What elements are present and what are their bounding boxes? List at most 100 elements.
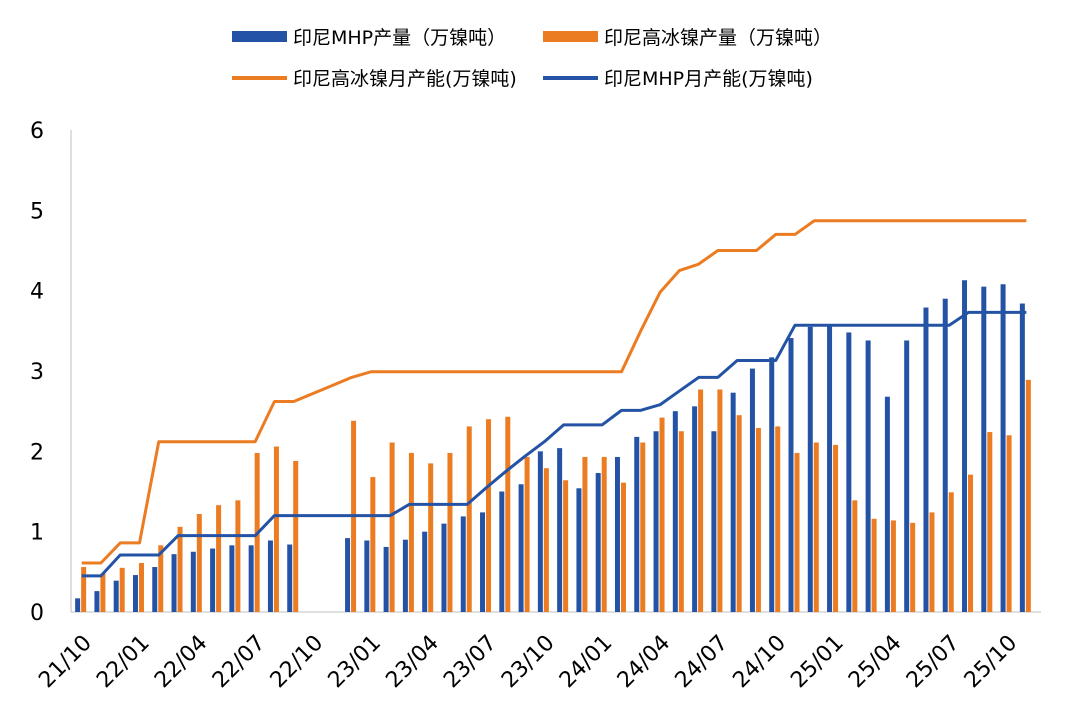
mhp-output-bar [634,436,640,612]
hpni-output-bar [177,526,183,612]
x-tick-label: 24/07 [671,631,734,694]
hpni-output-bar [505,416,511,612]
hpni-output-bar [216,505,222,612]
x-tick-label: 22/01 [92,631,155,694]
x-tick-label: 25/04 [844,631,907,694]
mhp-output-bar [229,545,235,612]
x-tick-label: 25/10 [960,631,1023,694]
y-tick-label: 6 [30,119,44,144]
mhp-output-bar [518,484,524,612]
mhp-output-bar [653,431,659,612]
y-tick-label: 4 [30,280,44,305]
legend-swatch-orange-bar [543,31,598,42]
mhp-output-bar [248,545,254,612]
mhp-output-bar [576,488,582,612]
hpni-output-bar [524,456,530,612]
x-tick-label: 24/10 [728,631,791,694]
x-axis: 21/1022/0122/0422/0722/1023/0123/0423/07… [34,611,1041,694]
legend-item-mhp-capacity: 印尼MHP月产能(万镍吨) [543,64,813,91]
hpni-output-bar [640,442,646,612]
mhp-output-bar [287,544,293,612]
mhp-output-bar [923,307,929,612]
mhp-output-bar [422,531,428,612]
mhp-output-bar [460,516,466,612]
mhp-output-bar [383,546,389,612]
hpni-output-bar [601,456,607,612]
hpni-output-bar [1006,435,1012,612]
hpni-output-bar [486,419,492,612]
y-tick-label: 3 [30,360,44,385]
mhp-output-bar [730,392,736,612]
hpni-output-bar [389,442,395,612]
y-tick-label: 0 [30,601,44,626]
mhp-output-bar [364,540,370,612]
mhp-output-bar [171,554,177,612]
hpni-output-bar [678,431,684,612]
hpni-capacity-line [81,219,1027,565]
hpni-output-bar [736,415,742,612]
x-tick-label: 22/04 [150,631,213,694]
hpni-output-bar [81,567,87,612]
hpni-output-bar [987,432,993,612]
hpni-output-bar [466,426,472,612]
legend-item-mhp-output: 印尼MHP产量（万镍吨） [232,23,506,50]
hpni-output-bar [890,520,896,612]
legend-item-hpni-capacity: 印尼高冰镍月产能(万镍吨) [232,64,517,91]
mhp-output-bar [827,325,833,612]
hpni-output-bar [775,426,781,612]
hpni-output-bar [620,482,626,612]
mhp-output-bar [865,340,871,612]
hpni-output-bar [698,389,704,612]
x-tick-label: 24/04 [613,631,676,694]
x-tick-label: 24/01 [555,631,618,694]
hpni-output-bar [968,474,974,612]
legend-item-hpni-output: 印尼高冰镍产量（万镍吨） [543,23,832,50]
mhp-capacity-line [81,310,1027,578]
hpni-output-bar [659,417,665,612]
hpni-output-bar [563,480,569,612]
mhp-output-bar [267,540,273,612]
hpni-output-bar [158,545,164,612]
hpni-output-bar [273,446,279,612]
mhp-output-bar [190,551,196,612]
mhp-output-bar [210,548,216,612]
x-tick-label: 23/04 [381,631,444,694]
mhp-output-bar [769,357,775,612]
mhp-output-bar [904,340,910,612]
hpni-output-bar [428,463,434,612]
x-tick-label: 22/10 [266,631,329,694]
mhp-output-bar [884,396,890,612]
hpni-output-bar [910,522,916,612]
x-tick-label: 23/10 [497,631,560,694]
mhp-output-bar [981,286,987,612]
hpni-output-bar [717,389,723,612]
legend-label-mhp-output: 印尼MHP产量（万镍吨） [293,27,507,49]
mhp-output-bar [749,368,755,612]
hpni-output-bar [293,460,299,612]
x-tick-label: 25/07 [902,631,965,694]
x-tick-label: 22/07 [208,631,271,694]
hpni-output-bar [235,500,241,612]
y-tick-label: 2 [30,440,44,465]
mhp-output-bar [672,411,678,612]
y-tick-label: 1 [30,521,44,546]
mhp-output-bar [807,326,813,612]
hpni-output-bar [813,442,819,612]
mhp-output-bar [499,491,505,612]
hpni-output-bar [833,444,839,612]
y-tick-label: 5 [30,199,44,224]
legend-swatch-blue-line [543,75,598,80]
mhp-output-bar [557,448,563,612]
mhp-output-bar [113,580,119,612]
x-tick-label: 21/10 [34,631,97,694]
mhp-output-bar [132,575,138,612]
hpni-output-bar [543,468,549,612]
mhp-output-bar [402,539,408,612]
hpni-output-bar [196,513,202,612]
hpni-output-bar [119,567,125,612]
line-series [81,219,1027,578]
hpni-output-bar [755,428,761,612]
mhp-output-bar [846,332,852,612]
hpni-output-bar [582,456,588,612]
mhp-output-bar [692,406,698,612]
